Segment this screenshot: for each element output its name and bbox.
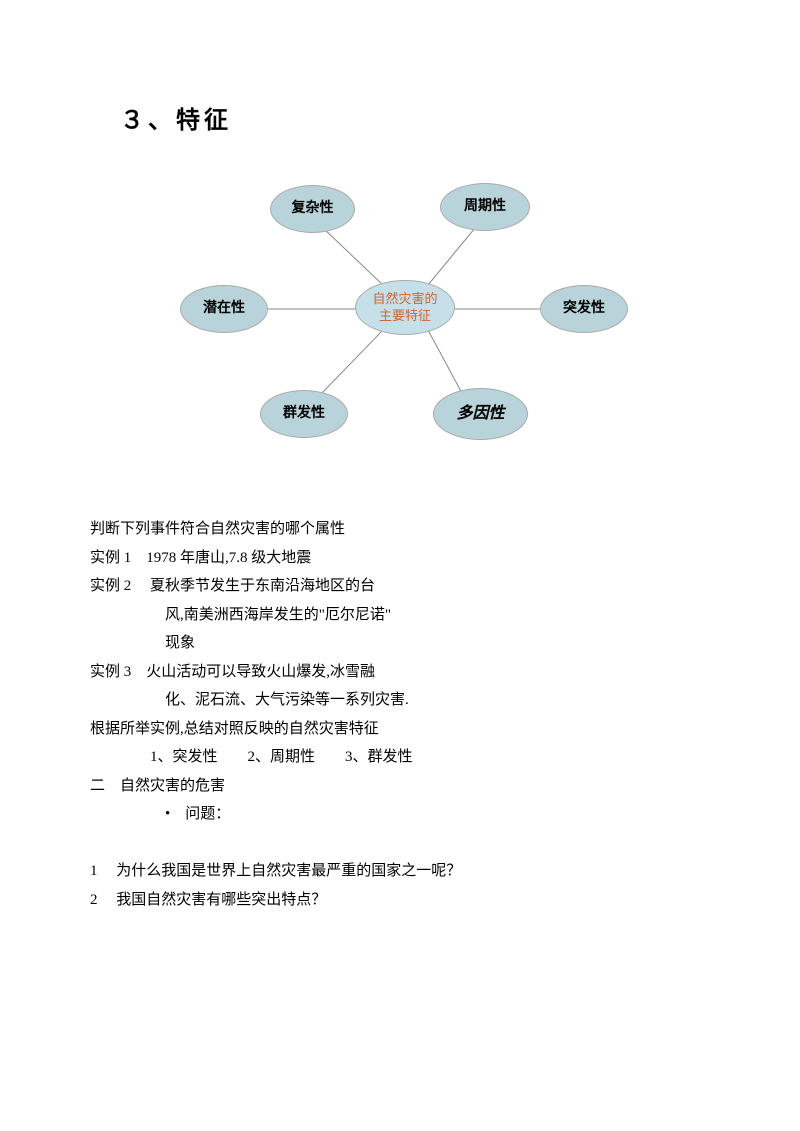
outer-node-4: 群发性 xyxy=(260,390,348,438)
content-line-13: 2 我国自然灾害有哪些突出特点？ xyxy=(90,886,710,915)
content-line-0: 判断下列事件符合自然灾害的哪个属性 xyxy=(90,515,710,544)
outer-node-3: 突发性 xyxy=(540,285,628,333)
outer-node-2: 潜在性 xyxy=(180,285,268,333)
page-title: ３、特征 xyxy=(120,100,710,135)
content-line-8: 1、突发性 2、周期性 3、群发性 xyxy=(90,743,710,772)
content-line-7: 根据所举实例,总结对照反映的自然灾害特征 xyxy=(90,715,710,744)
content-section: 判断下列事件符合自然灾害的哪个属性实例 1 1978 年唐山,7.8 级大地震实… xyxy=(90,515,710,914)
content-line-11 xyxy=(90,829,710,858)
content-line-6: 化、泥石流、大气污染等一系列灾害. xyxy=(90,686,710,715)
outer-node-5: 多因性 xyxy=(433,388,528,440)
content-line-1: 实例 1 1978 年唐山,7.8 级大地震 xyxy=(90,544,710,573)
content-line-9: 二 自然灾害的危害 xyxy=(90,772,710,801)
center-node: 自然灾害的主要特征 xyxy=(355,280,455,335)
outer-node-0: 复杂性 xyxy=(270,185,355,233)
content-line-5: 实例 3 火山活动可以导致火山爆发,冰雪融 xyxy=(90,658,710,687)
content-line-10: • 问题： xyxy=(90,800,710,829)
content-line-2: 实例 2 夏秋季节发生于东南沿海地区的台 xyxy=(90,572,710,601)
concept-diagram: 自然灾害的主要特征复杂性 周期性潜在性 突发性群发性 多因性 xyxy=(160,165,640,475)
content-line-12: 1 为什么我国是世界上自然灾害最严重的国家之一呢？ xyxy=(90,857,710,886)
outer-node-1: 周期性 xyxy=(440,183,530,231)
content-line-3: 风,南美洲西海岸发生的"厄尔尼诺" xyxy=(90,601,710,630)
content-line-4: 现象 xyxy=(90,629,710,658)
